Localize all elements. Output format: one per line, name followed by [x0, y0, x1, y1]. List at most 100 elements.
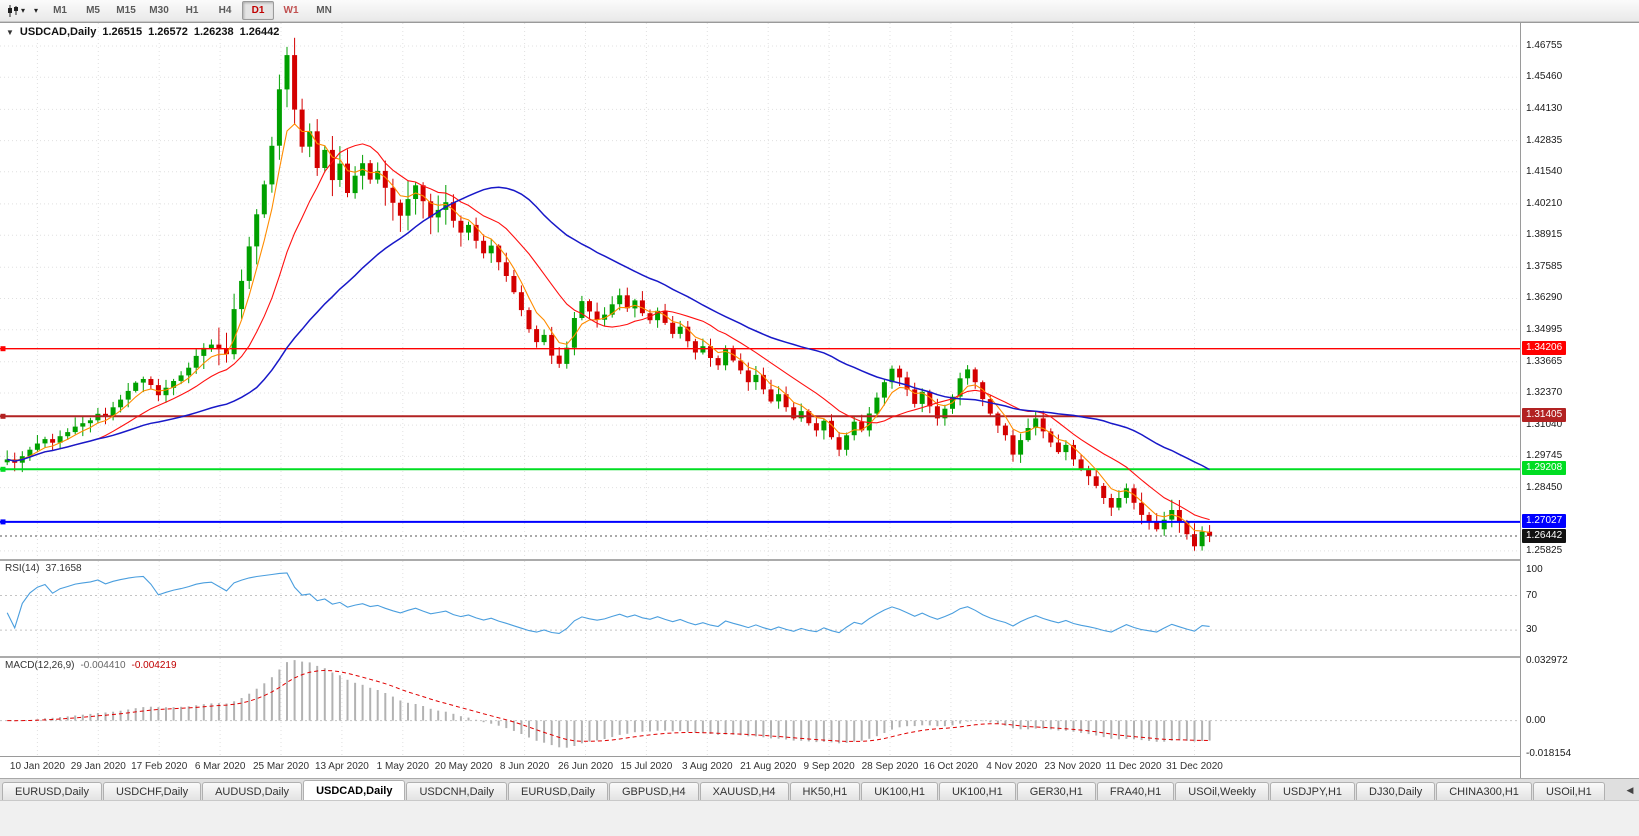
ohlc-open: 1.26515	[102, 26, 143, 38]
macd-scale-label: 0.032972	[1526, 654, 1568, 666]
chart-tab-ger30-h1[interactable]: GER30,H1	[1016, 782, 1096, 800]
date-axis-label: 10 Jan 2020	[9, 761, 65, 772]
price-tick-label: 1.45460	[1526, 71, 1563, 83]
chart-tab-eurusd-daily[interactable]: EURUSD,Daily	[508, 782, 608, 800]
timeframe-toolbar: ▾ ▾ M1 M5 M15 M30 H1 H4 D1 W1 MN	[0, 0, 1639, 22]
date-axis-label: 3 Aug 2020	[681, 761, 733, 772]
date-axis-label: 26 Jun 2020	[557, 761, 614, 772]
price-tick-label: 1.46755	[1526, 40, 1563, 52]
candlestick-glyph	[8, 4, 18, 17]
price-tick-label: 1.44130	[1526, 103, 1563, 115]
macd-chart[interactable]	[0, 658, 1520, 756]
chart-tab-uk100-h1[interactable]: UK100,H1	[938, 782, 1016, 800]
date-axis-label: 8 Jun 2020	[499, 761, 550, 772]
chart-type-caret-icon: ▾	[21, 6, 26, 15]
chart-tab-usdcad-daily[interactable]: USDCAD,Daily	[303, 780, 406, 800]
chart-tab-usdchf-daily[interactable]: USDCHF,Daily	[102, 782, 202, 800]
timeframe-buttons: M1 M5 M15 M30 H1 H4 D1 W1 MN	[44, 1, 341, 20]
timeframe-button-m30[interactable]: M30	[149, 5, 169, 16]
date-axis-label: 11 Dec 2020	[1105, 761, 1162, 772]
chart-tab-audusd-daily[interactable]: AUDUSD,Daily	[202, 782, 303, 800]
rsi-scale-label: 30	[1526, 624, 1538, 636]
date-axis-label: 23 Nov 2020	[1044, 761, 1102, 772]
hline-price-badge[interactable]: 1.27027	[1522, 513, 1567, 528]
chart-tab-gbpusd-h4[interactable]: GBPUSD,H4	[609, 782, 699, 800]
price-tick-label: 1.36290	[1526, 292, 1563, 304]
chart-tab-eurusd-daily[interactable]: EURUSD,Daily	[2, 782, 102, 800]
ohlc-close: 1.26442	[239, 26, 280, 38]
date-axis-label: 31 Dec 2020	[1166, 761, 1223, 772]
macd-scale-label: -0.018154	[1526, 747, 1572, 759]
price-tick-label: 1.40210	[1526, 197, 1563, 209]
date-axis-label: 15 Jul 2020	[620, 761, 673, 772]
price-tick-label: 1.31040	[1526, 419, 1563, 431]
chart-tab-usoil-h1[interactable]: USOil,H1	[1532, 782, 1605, 800]
macd-label: MACD(12,26,9) -0.004410 -0.004219	[5, 660, 177, 671]
timeframe-button-m5[interactable]: M5	[86, 5, 100, 16]
crosshair-dropdown-icon[interactable]: ▾	[34, 6, 39, 15]
timeframe-button-d1[interactable]: D1	[242, 1, 275, 20]
rsi-scale-label: 100	[1526, 563, 1543, 575]
timeframe-button-h1[interactable]: H1	[185, 5, 199, 16]
chart-tab-china300-h1[interactable]: CHINA300,H1	[1436, 782, 1532, 800]
chart-type-icon[interactable]: ▾	[4, 2, 28, 20]
chart-tab-dj30-daily[interactable]: DJ30,Daily	[1356, 782, 1436, 800]
date-axis-label: 13 Apr 2020	[314, 761, 369, 772]
price-tick-label: 1.25825	[1526, 544, 1563, 556]
chart-tab-xauusd-h4[interactable]: XAUUSD,H4	[699, 782, 789, 800]
date-axis-label: 4 Nov 2020	[986, 761, 1038, 772]
date-axis-label: 17 Feb 2020	[131, 761, 188, 772]
price-tick-label: 1.33665	[1526, 355, 1563, 367]
chart-title: ▼ USDCAD,Daily 1.26515 1.26572 1.26238 1…	[6, 26, 279, 38]
date-axis-label: 16 Oct 2020	[923, 761, 979, 772]
macd-signal-value: -0.004219	[131, 660, 177, 671]
timeframe-button-h4[interactable]: H4	[218, 5, 232, 16]
price-tick-label: 1.38915	[1526, 229, 1563, 241]
macd-scale-label: 0.00	[1526, 714, 1546, 726]
hline-price-badge[interactable]: 1.31405	[1522, 408, 1567, 423]
price-tick-label: 1.34995	[1526, 323, 1563, 335]
date-axis-label: 9 Sep 2020	[803, 761, 855, 772]
date-axis-label: 21 Aug 2020	[740, 761, 797, 772]
ohlc-low: 1.26238	[193, 26, 234, 38]
chart-tabs: EURUSD,Daily USDCHF,Daily AUDUSD,Daily USDC…	[2, 780, 1606, 800]
price-scale[interactable]: 1.46755 1.45460 1.44130 1.42835 1.41540 1.402…	[1520, 23, 1639, 779]
hline-price-badge[interactable]: 1.29208	[1522, 461, 1567, 476]
price-tick-label: 1.28450	[1526, 481, 1563, 493]
timeframe-button-m1[interactable]: M1	[53, 5, 67, 16]
date-axis-label: 29 Jan 2020	[70, 761, 126, 772]
date-axis-label: 6 Mar 2020	[194, 761, 246, 772]
ohlc-high: 1.26572	[148, 26, 188, 38]
chart-tab-usdjpy-h1[interactable]: USDJPY,H1	[1269, 782, 1356, 800]
chart-tab-uk100-h1[interactable]: UK100,H1	[861, 782, 938, 800]
current-price-badge: 1.26442	[1522, 529, 1567, 544]
timeframe-button-w1[interactable]: W1	[283, 5, 299, 16]
main-chart-panel[interactable]: ▼ USDCAD,Daily 1.26515 1.26572 1.26238 1…	[0, 23, 1520, 559]
timeframe-button-mn[interactable]: MN	[316, 5, 332, 16]
chart-region: ▼ USDCAD,Daily 1.26515 1.26572 1.26238 1…	[0, 22, 1639, 779]
macd-panel[interactable]: MACD(12,26,9) -0.004410 -0.004219	[0, 658, 1520, 756]
rsi-chart[interactable]	[0, 561, 1520, 656]
title-caret-icon[interactable]: ▼	[6, 27, 14, 37]
chart-tab-usoil-weekly[interactable]: USOil,Weekly	[1175, 782, 1269, 800]
chart-tab-hk50-h1[interactable]: HK50,H1	[789, 782, 861, 800]
price-tick-label: 1.37585	[1526, 261, 1563, 273]
chart-symbol-period: USDCAD,Daily	[19, 26, 97, 38]
date-axis-label: 20 May 2020	[434, 761, 493, 772]
rsi-scale-label: 70	[1526, 589, 1538, 601]
tab-scroll-left-icon[interactable]: ◀	[1621, 780, 1639, 800]
macd-main-value: -0.004410	[80, 660, 126, 671]
chart-tabs-bar: EURUSD,Daily USDCHF,Daily AUDUSD,Daily USDC…	[0, 778, 1639, 800]
date-axis-label: 1 May 2020	[376, 761, 429, 772]
chart-tab-fra40-h1[interactable]: FRA40,H1	[1096, 782, 1175, 800]
hline-price-badge[interactable]: 1.34206	[1522, 340, 1567, 355]
rsi-panel[interactable]: RSI(14) 37.1658	[0, 561, 1520, 656]
rsi-label: RSI(14) 37.1658	[5, 563, 82, 574]
date-axis[interactable]: 10 Jan 2020 29 Jan 2020 17 Feb 2020 6 Mar 2…	[0, 756, 1520, 778]
chart-tab-usdcnh-daily[interactable]: USDCNH,Daily	[406, 782, 508, 800]
price-tick-label: 1.42835	[1526, 134, 1563, 146]
timeframe-button-m15[interactable]: M15	[116, 5, 136, 16]
price-tick-label: 1.41540	[1526, 165, 1563, 177]
candlestick-chart[interactable]	[0, 23, 1520, 559]
